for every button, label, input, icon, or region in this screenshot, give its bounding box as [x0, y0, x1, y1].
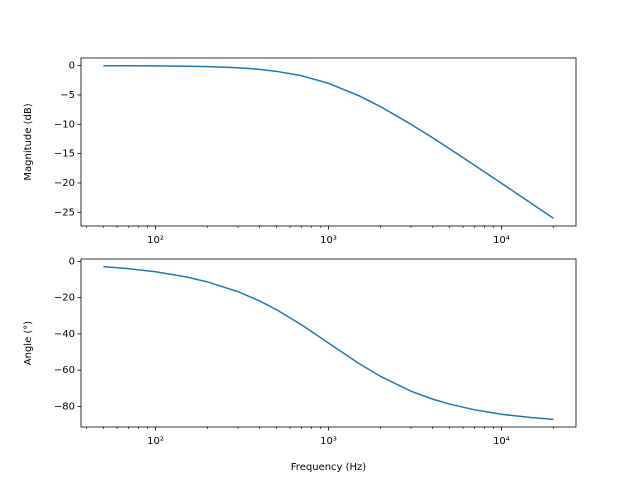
x-tick-label: 10⁴: [493, 436, 510, 447]
y-tick-label: −5: [60, 90, 75, 101]
axes-frame: [80, 258, 577, 428]
y-tick-label: 0: [69, 61, 75, 72]
line: [103, 265, 554, 421]
y-tick-label: −25: [54, 207, 75, 218]
x-tick-label: 10³: [320, 235, 337, 246]
y-tick-label: −80: [54, 401, 75, 412]
y-tick-label: −20: [54, 178, 75, 189]
y-tick-label: 0: [69, 256, 75, 267]
y-tick-label: −40: [54, 329, 75, 340]
x-axis-label: Frequency (Hz): [291, 462, 367, 473]
y-tick-label: −10: [54, 119, 75, 130]
y-tick-label: −60: [54, 365, 75, 376]
x-tick-label: 10³: [320, 436, 337, 447]
x-tick-label: 10⁴: [493, 235, 510, 246]
y-axis-label: Magnitude (dB): [23, 103, 34, 180]
axes-frame: [80, 57, 577, 227]
x-tick-label: 10²: [147, 235, 164, 246]
x-tick-label: 10²: [147, 436, 164, 447]
y-axis-label: Angle (°): [23, 321, 34, 366]
y-tick-label: −20: [54, 293, 75, 304]
line: [103, 64, 554, 219]
y-tick-label: −15: [54, 149, 75, 160]
axes-background: [81, 58, 576, 226]
